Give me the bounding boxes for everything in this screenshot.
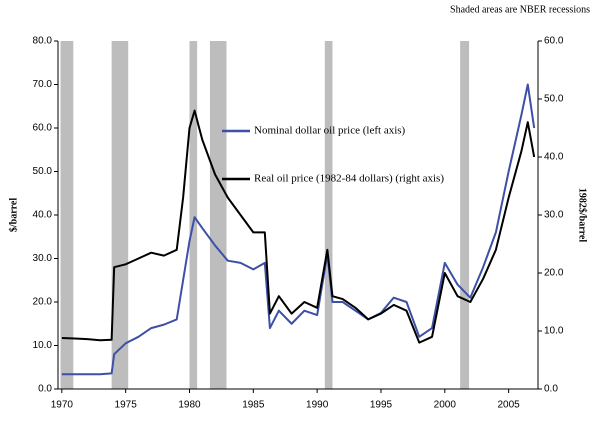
recession-band: [111, 41, 129, 389]
y2-tick-label: 50.0: [544, 94, 564, 105]
x-tick-label: 1980: [178, 400, 201, 411]
series-line: [61, 109, 536, 344]
note: Shaded areas are NBER recessions: [450, 4, 590, 15]
recession-band: [460, 41, 470, 389]
y-tick-label: 80.0: [33, 36, 53, 47]
y-tick-label: 0.0: [38, 384, 52, 395]
legend-label: Real oil price (1982-84 dollars) (right …: [254, 173, 444, 185]
y2-tick-label: 60.0: [544, 36, 564, 47]
y2-axis-label: 1982$/barrel: [577, 188, 588, 242]
y-tick-label: 40.0: [33, 210, 53, 221]
legend-label: Nominal dollar oil price (left axis): [254, 125, 406, 137]
recession-band: [189, 41, 198, 389]
recession-band: [324, 41, 333, 389]
y-tick-label: 60.0: [33, 123, 53, 134]
y2-tick-label: 10.0: [544, 326, 564, 337]
y2-tick-label: 30.0: [544, 210, 564, 221]
y-tick-label: 50.0: [33, 166, 53, 177]
y-tick-label: 20.0: [33, 297, 53, 308]
y-axis-label: $/barrel: [8, 198, 19, 232]
y-tick-label: 30.0: [33, 253, 53, 264]
y2-tick-label: 20.0: [544, 268, 564, 279]
x-tick-label: 1995: [370, 400, 393, 411]
x-tick-label: 1975: [115, 400, 138, 411]
y-tick-label: 10.0: [33, 340, 53, 351]
x-tick-label: 2000: [434, 400, 457, 411]
x-tick-label: 1985: [242, 400, 265, 411]
x-tick-label: 2005: [498, 400, 521, 411]
series-line: [61, 83, 536, 376]
x-tick-label: 1970: [51, 400, 74, 411]
y2-tick-label: 0.0: [544, 384, 558, 395]
y2-tick-label: 40.0: [544, 152, 564, 163]
recession-band: [209, 41, 227, 389]
x-tick-label: 1990: [306, 400, 329, 411]
y-tick-label: 70.0: [33, 79, 53, 90]
recession-band: [60, 41, 74, 389]
